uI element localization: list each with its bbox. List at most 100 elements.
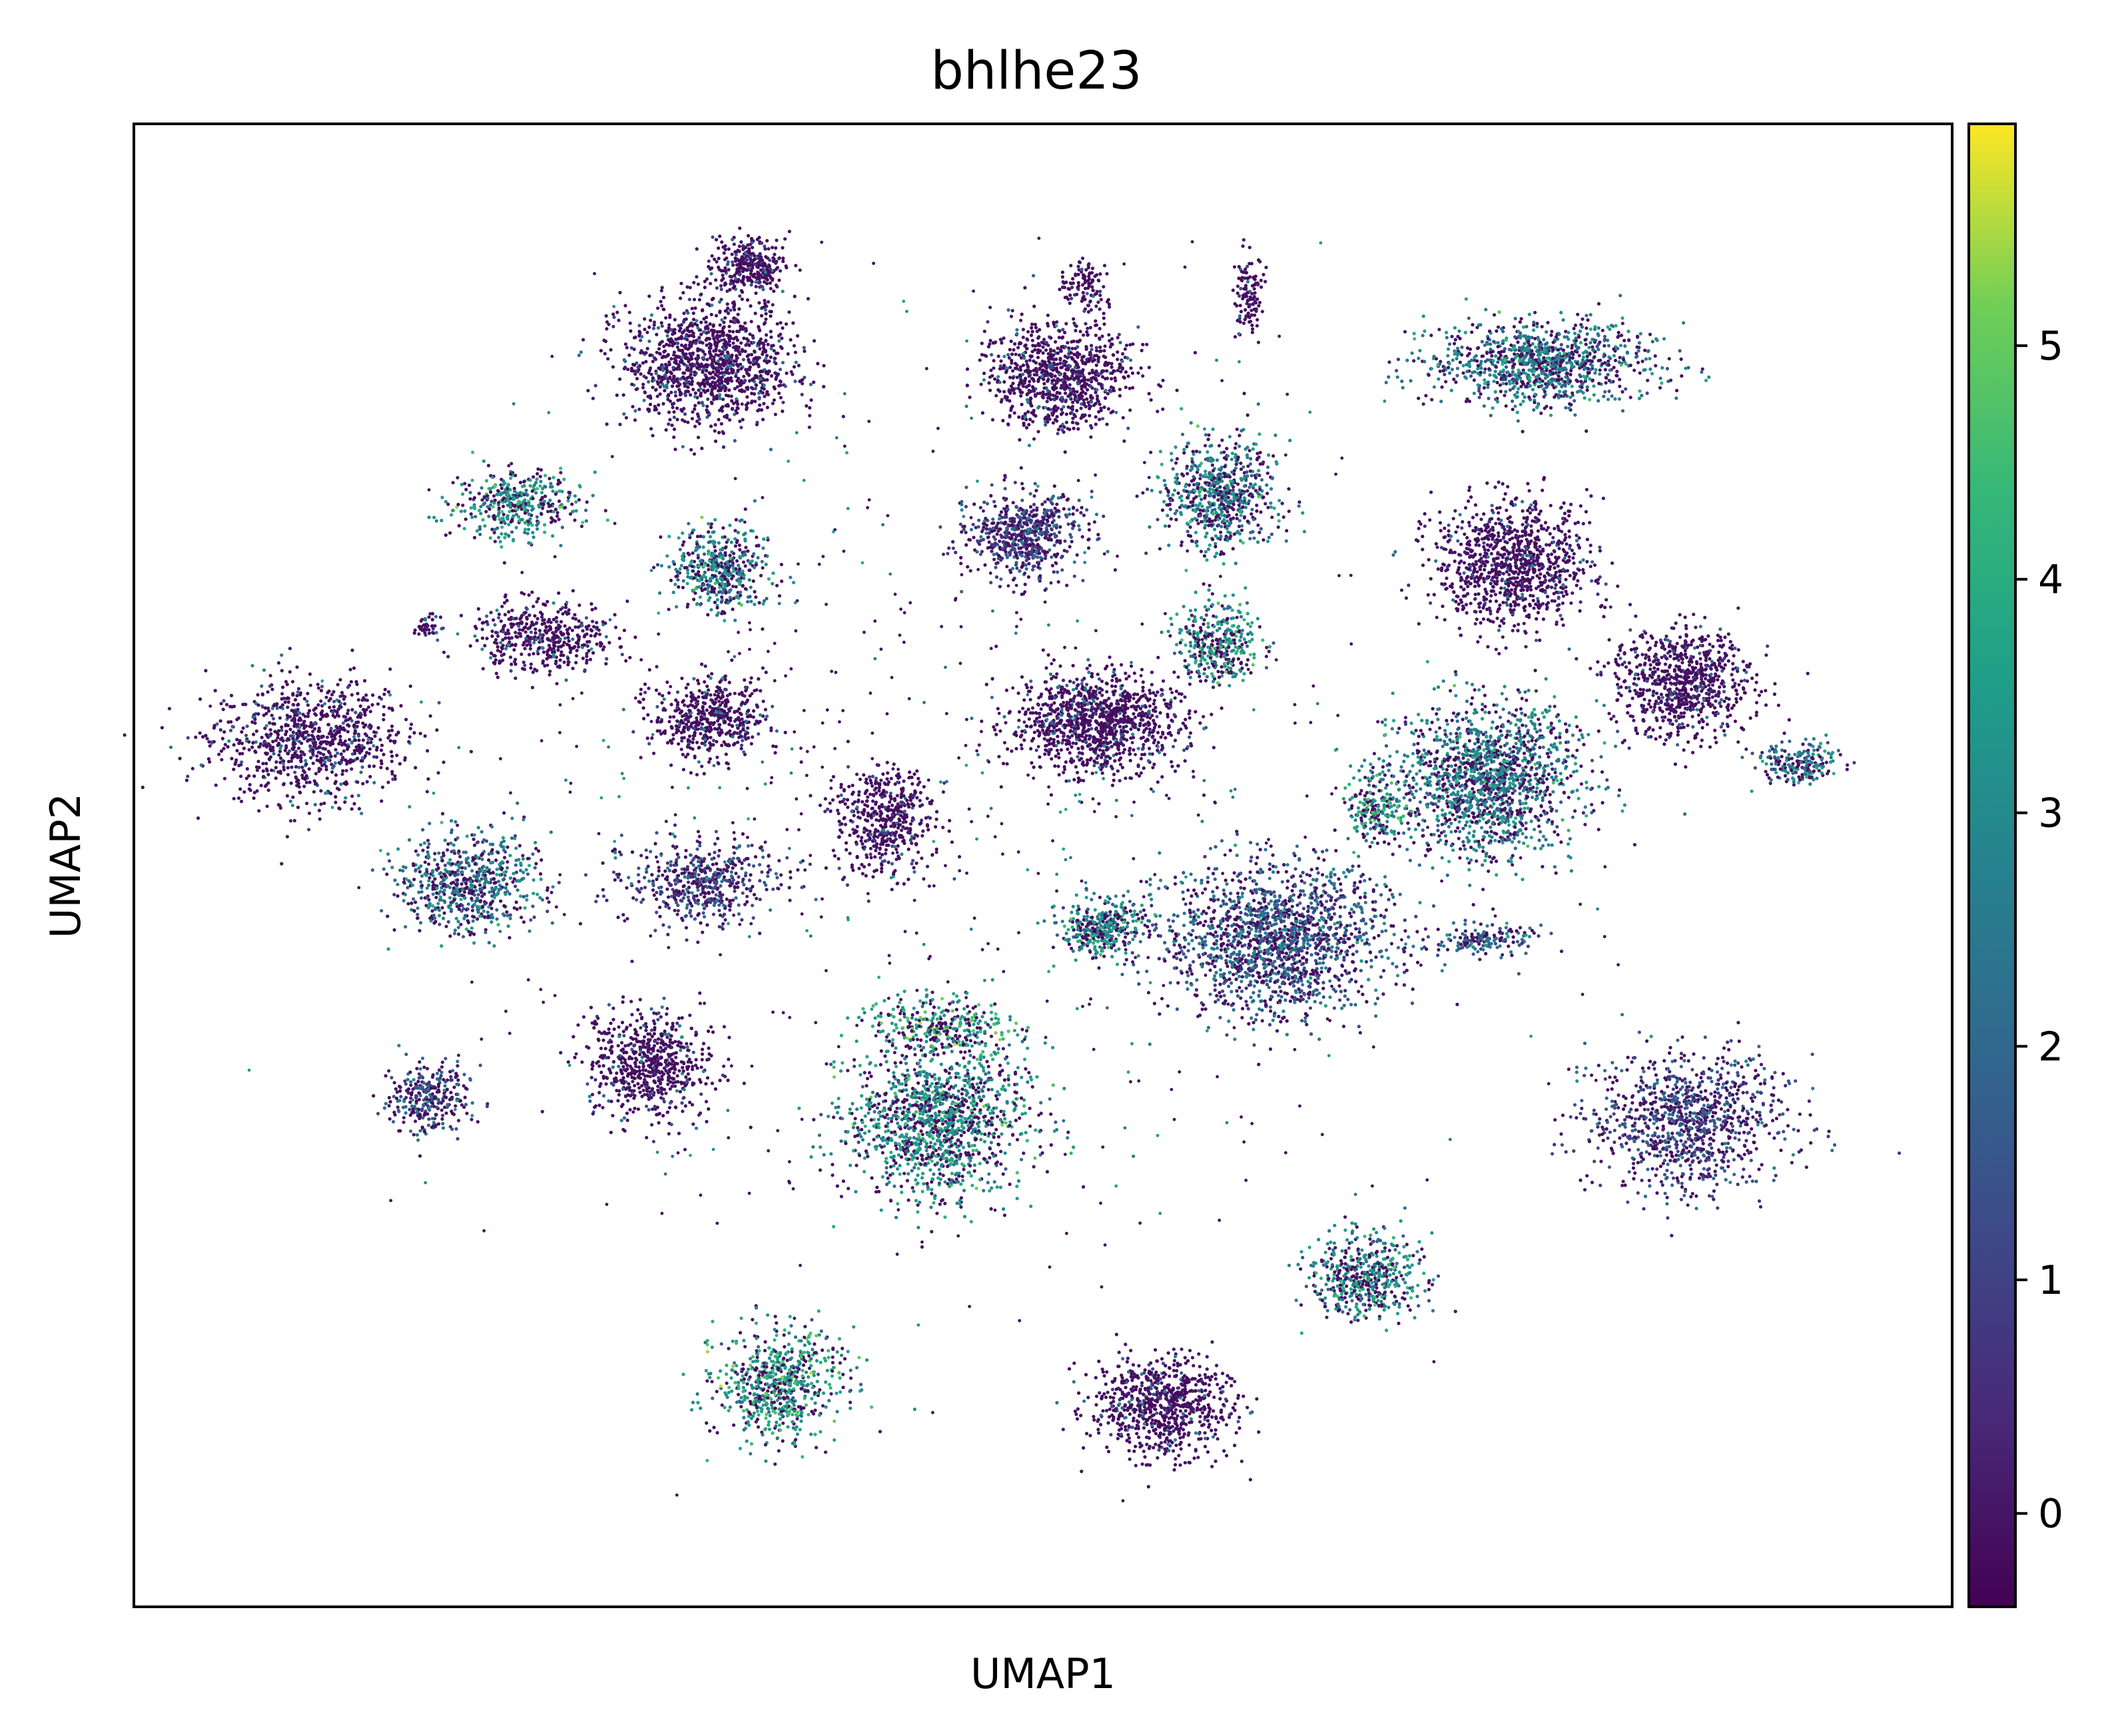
cell-point (712, 398, 715, 401)
cell-point (701, 370, 705, 374)
cell-point (738, 567, 741, 571)
cell-point (665, 370, 669, 374)
cell-point (342, 749, 346, 752)
cell-point (791, 322, 795, 325)
cell-point (848, 834, 851, 837)
cell-point (468, 483, 471, 487)
cell-point (605, 320, 609, 324)
cell-point (709, 346, 712, 350)
cell-point (872, 814, 875, 817)
cell-point (894, 838, 898, 841)
cell-point (623, 629, 626, 632)
cell-point (460, 882, 464, 886)
cell-point (291, 804, 294, 807)
cell-point (846, 884, 849, 887)
cell-point (896, 780, 899, 784)
cell-cluster (695, 226, 802, 304)
cell-point (715, 711, 718, 714)
cell-point (645, 376, 648, 380)
cell-point (714, 278, 717, 282)
cell-point (705, 685, 709, 688)
cell-point (724, 282, 727, 286)
cell-point (701, 589, 704, 592)
cell-point (435, 519, 438, 523)
cell-point (450, 850, 453, 853)
cell-point (297, 746, 300, 750)
cell-point (508, 495, 511, 498)
cell-point (314, 746, 318, 750)
cell-point (833, 854, 837, 858)
cell-point (543, 603, 547, 607)
cell-point (338, 734, 342, 738)
cell-point (551, 631, 554, 635)
cell-point (781, 401, 785, 404)
cell-point (606, 519, 609, 522)
cell-point (662, 377, 665, 380)
cell-point (559, 471, 562, 474)
cell-point (512, 539, 515, 542)
cell-point (320, 764, 324, 767)
cell-point (696, 535, 699, 538)
cell-point (687, 358, 690, 361)
cell-point (668, 314, 671, 317)
cell-point (948, 819, 951, 822)
cell-point (808, 426, 811, 429)
cell-point (846, 798, 849, 802)
cell-point (423, 631, 426, 635)
cell-point (909, 838, 912, 841)
cell-point (538, 629, 541, 632)
cell-point (707, 590, 710, 593)
cell-point (870, 781, 873, 784)
cell-point (376, 703, 380, 706)
cell-point (496, 645, 500, 649)
cell-point (787, 352, 790, 356)
cell-point (214, 689, 217, 693)
cell-point (702, 535, 705, 539)
cell-point (686, 603, 689, 606)
cell-point (222, 699, 225, 703)
cell-point (571, 667, 575, 670)
cell-point (555, 635, 558, 638)
cell-point (769, 336, 773, 339)
cell-point (647, 340, 651, 343)
cell-point (573, 494, 577, 497)
cell-point (550, 517, 553, 520)
cell-point (712, 337, 715, 340)
cell-point (490, 499, 493, 503)
cell-point (360, 770, 363, 774)
cell-point (352, 759, 355, 762)
cell-point (713, 703, 716, 706)
cell-point (754, 312, 757, 315)
cell-point (941, 826, 944, 829)
cell-point (726, 306, 729, 310)
cell-point (697, 760, 701, 764)
cell-point (759, 381, 762, 384)
cell-point (492, 618, 495, 621)
cell-point (661, 340, 664, 343)
cell-point (775, 238, 778, 242)
cell-point (473, 496, 476, 499)
cell-point (280, 653, 283, 657)
cell-point (238, 739, 241, 742)
cell-point (240, 752, 244, 755)
cell-point (866, 804, 869, 808)
cell-point (324, 715, 328, 718)
cell-point (655, 333, 658, 336)
cell-point (741, 256, 744, 260)
cell-point (765, 239, 769, 242)
cell-point (507, 483, 510, 486)
cell-point (750, 677, 753, 680)
cell-point (318, 817, 322, 820)
cell-point (722, 321, 725, 324)
cell-point (721, 677, 724, 680)
cell-point (499, 493, 502, 496)
cell-point (706, 389, 709, 392)
cell-point (710, 392, 713, 396)
cell-point (389, 739, 392, 742)
cell-point (284, 744, 288, 748)
cell-point (743, 679, 746, 682)
cell-point (757, 732, 760, 736)
cell-point (206, 737, 209, 740)
cell-point (694, 392, 697, 395)
cell-point (280, 725, 283, 728)
